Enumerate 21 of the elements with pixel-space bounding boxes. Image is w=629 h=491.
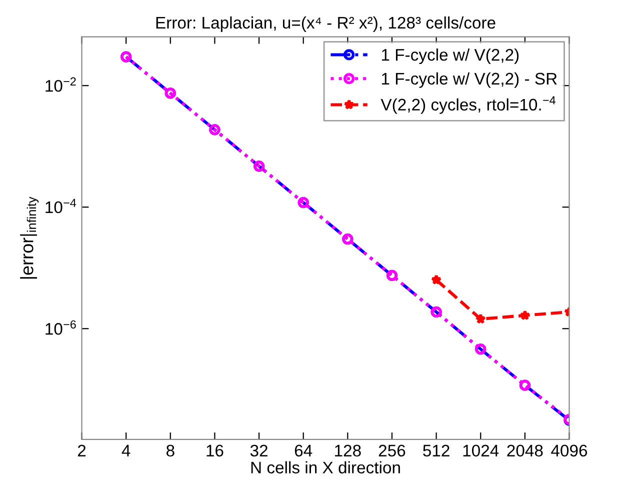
x-tick-label: 64 (294, 444, 312, 457)
x-axis-title: N cells in X direction (251, 461, 400, 474)
x-tick-label: 256 (378, 444, 406, 457)
x-tick-label: 2 (78, 444, 86, 456)
x-tick-label: 8 (166, 444, 174, 457)
chart-title: Error: Laplacian, u=(x⁴ - R² x²), 128³ cells/core (156, 16, 496, 32)
x-tick-label: 32 (250, 444, 268, 457)
x-tick-label: 128 (335, 444, 361, 457)
x-tick-label: 1024 (463, 444, 499, 457)
legend-label: 1 F-cycle w/ V(2,2) - SR (382, 72, 557, 88)
x-tick-label: 512 (423, 444, 450, 457)
x-tick-label: 4 (122, 444, 130, 456)
legend-label: 1 F-cycle w/ V(2,2) (382, 48, 519, 64)
x-tick-label: 16 (206, 444, 224, 457)
y-axis-title: |error|$_{infinity}$ (20, 196, 39, 279)
legend-label: V(2,2) cycles, rtol=10.$^{−4}$ (380, 96, 556, 114)
y-tick-label: 10$^{−6}$ (46, 320, 76, 335)
x-tick-label: 2048 (507, 444, 543, 457)
y-tick-label: 10$^{−2}$ (46, 77, 76, 92)
y-tick-label: 10$^{−4}$ (46, 198, 76, 214)
x-tick-label: 4096 (551, 444, 588, 457)
